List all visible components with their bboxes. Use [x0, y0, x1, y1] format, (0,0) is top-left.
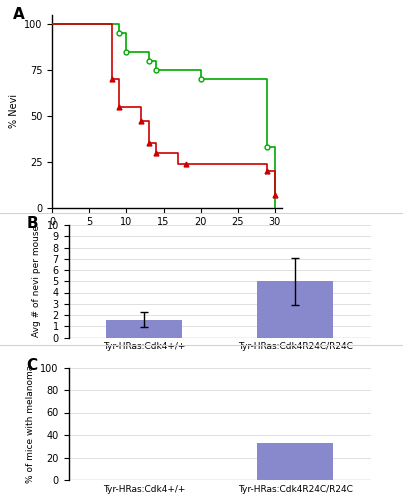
Bar: [258, 443, 333, 480]
X-axis label: Weeks after TPA Treatment: Weeks after TPA Treatment: [101, 233, 233, 243]
Text: A: A: [13, 8, 25, 22]
Text: C: C: [26, 358, 37, 374]
Y-axis label: % Nevi: % Nevi: [9, 94, 19, 128]
Y-axis label: % of mice with melanoma: % of mice with melanoma: [26, 364, 35, 483]
Bar: [106, 320, 182, 338]
Bar: [258, 281, 333, 338]
Y-axis label: Avg # of nevi per mouse: Avg # of nevi per mouse: [32, 225, 41, 338]
Text: B: B: [26, 216, 38, 231]
